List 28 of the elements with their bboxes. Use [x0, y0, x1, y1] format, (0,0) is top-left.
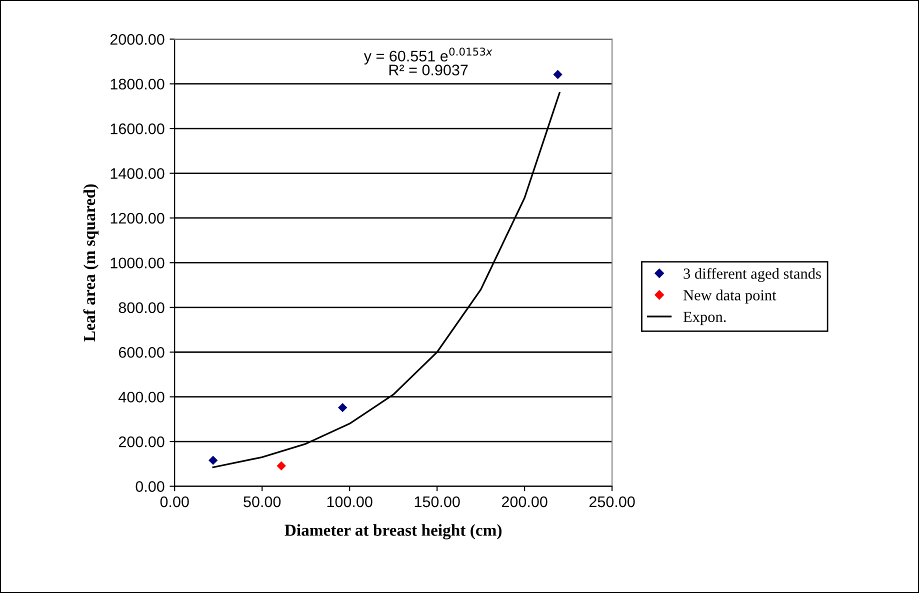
legend-label: 3 different aged stands: [684, 268, 821, 282]
y-tick-label: 1000.00: [110, 258, 164, 268]
x-tick-label: 0.00: [160, 496, 189, 508]
y-tick-label: 400.00: [118, 392, 164, 403]
annotation: R² = 0.9037: [389, 64, 468, 76]
x-tick-label: 100.00: [327, 496, 372, 508]
point: [276, 461, 286, 471]
x-axis-title: Diameter at breast height (cm): [284, 524, 502, 540]
y-tick-label: 600.00: [118, 346, 164, 358]
legend-label: Expon.: [683, 312, 726, 326]
x-tick-label: 200.00: [502, 496, 548, 508]
y-tick-label: 1200.00: [110, 212, 164, 224]
y-tick-label: 1400.00: [110, 168, 164, 179]
y-tick-label: 0.00: [136, 481, 164, 492]
point: [553, 70, 562, 80]
point: [338, 402, 348, 412]
y-axis-title: Leaf area (m squared): [83, 184, 99, 342]
y-tick-label: 1600.00: [110, 123, 164, 134]
annotation: y = 60.551 e$^{0.0153x}$: [364, 48, 492, 65]
y-tick-label: 200.00: [118, 436, 164, 448]
x-tick-label: 250.00: [589, 496, 635, 508]
point: [208, 456, 218, 465]
x-tick-label: 150.00: [414, 496, 460, 508]
y-tick-label: 2000.00: [110, 34, 164, 45]
y-tick-label: 800.00: [118, 302, 164, 314]
x-tick-label: 50.00: [244, 496, 281, 508]
legend-label: New data point: [683, 290, 776, 304]
y-tick-label: 1800.00: [110, 78, 164, 90]
